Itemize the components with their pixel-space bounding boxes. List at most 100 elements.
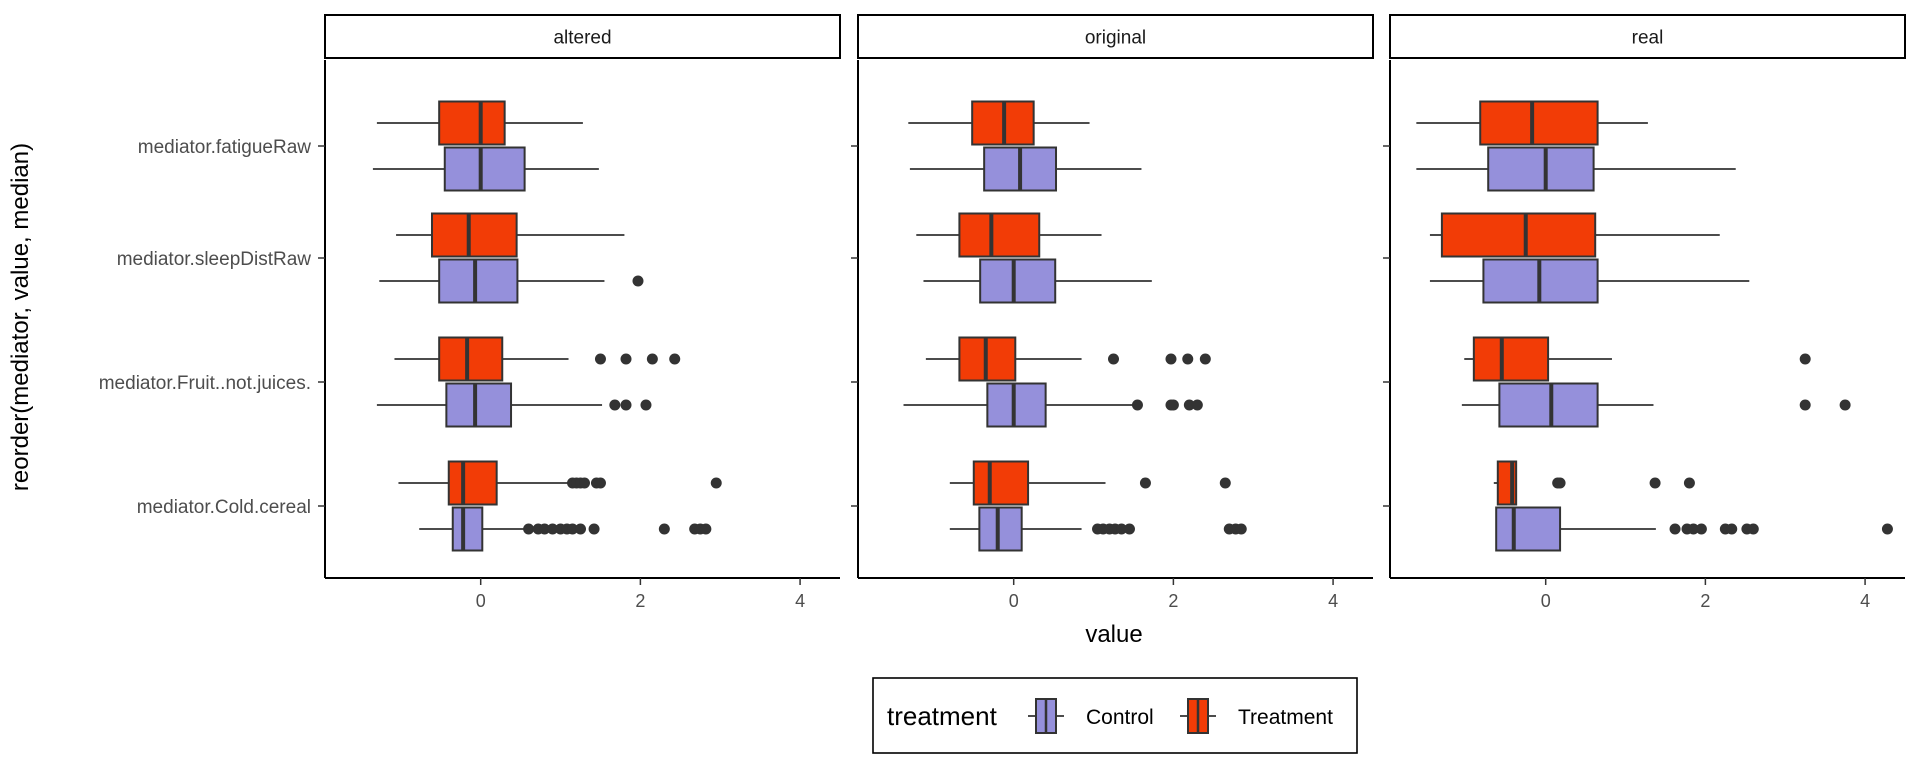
box-treatment-mediator-sleepdistraw xyxy=(1429,212,1720,258)
box-treatment-mediator-cold-cereal xyxy=(398,460,722,506)
box-body xyxy=(1479,100,1599,146)
outlier-point xyxy=(1747,523,1759,535)
box-body xyxy=(445,382,513,428)
box-body xyxy=(451,506,484,552)
outlier-point xyxy=(1695,523,1707,535)
x-tick-label: 0 xyxy=(476,591,486,611)
x-tick-label: 0 xyxy=(1009,591,1019,611)
box-body xyxy=(438,336,504,382)
box-control-mediator-cold-cereal xyxy=(419,506,712,552)
box-body xyxy=(1487,146,1595,192)
y-tick-label: mediator.sleepDistRaw xyxy=(117,249,312,270)
box-body xyxy=(972,460,1030,506)
outlier-point xyxy=(1669,523,1681,535)
legend-label: Treatment xyxy=(1238,706,1333,729)
facet-strip xyxy=(1389,14,1906,59)
outlier-point xyxy=(523,523,535,535)
outlier-point xyxy=(1219,477,1231,489)
outlier-point xyxy=(710,477,722,489)
outlier-point xyxy=(1167,399,1179,411)
outlier-point xyxy=(1191,399,1203,411)
box-control-mediator-fruit-not-juices xyxy=(1461,382,1851,428)
box-treatment-mediator-fruit-not-juices xyxy=(1464,336,1811,382)
box-control-mediator-sleepdistraw xyxy=(923,258,1152,304)
box-body xyxy=(979,258,1057,304)
outlier-point xyxy=(547,523,559,535)
box-body xyxy=(978,506,1023,552)
x-tick-label: 4 xyxy=(1860,591,1870,611)
facet-strip-label: altered xyxy=(553,28,611,49)
box-body xyxy=(1472,336,1550,382)
legend: treatment Control Treatment xyxy=(872,677,1358,754)
outlier-point xyxy=(588,523,600,535)
box-body xyxy=(1440,212,1597,258)
box-treatment-mediator-fruit-not-juices xyxy=(394,336,681,382)
outlier-point xyxy=(594,477,606,489)
outlier-point xyxy=(1554,477,1566,489)
box-treatment-mediator-fatigueraw xyxy=(1416,100,1648,146)
outlier-point xyxy=(1799,353,1811,365)
outlier-point xyxy=(1881,523,1893,535)
outlier-point xyxy=(646,353,658,365)
outlier-point xyxy=(1183,399,1195,411)
outlier-point xyxy=(567,523,579,535)
x-tick-label: 2 xyxy=(1700,591,1710,611)
outlier-point xyxy=(640,399,652,411)
box-body xyxy=(986,382,1047,428)
y-tick-label: mediator.Fruit..not.juices. xyxy=(99,373,311,394)
outlier-point xyxy=(658,523,670,535)
box-body xyxy=(438,100,506,146)
outlier-point xyxy=(620,353,632,365)
legend-key-treatment: Treatment xyxy=(1180,698,1333,734)
x-tick-label: 4 xyxy=(795,591,805,611)
x-tick-label: 0 xyxy=(1541,591,1551,611)
outlier-point xyxy=(1839,399,1851,411)
outlier-point xyxy=(1139,477,1151,489)
outlier-point xyxy=(1108,353,1120,365)
box-control-mediator-sleepdistraw xyxy=(1429,258,1750,304)
facet-panel-original: original 0 2 4 xyxy=(851,14,1374,611)
box-control-mediator-fatigueraw xyxy=(372,146,599,192)
outlier-point xyxy=(1131,399,1143,411)
x-axis-title: value xyxy=(1085,621,1142,648)
box-treatment-mediator-fatigueraw xyxy=(908,100,1090,146)
outlier-point xyxy=(1182,353,1194,365)
box-body xyxy=(1498,382,1599,428)
x-tick-label: 2 xyxy=(1168,591,1178,611)
box-treatment-mediator-fruit-not-juices xyxy=(925,336,1211,382)
facet-strip xyxy=(324,14,841,59)
outlier-point xyxy=(1649,477,1661,489)
box-control-mediator-sleepdistraw xyxy=(379,258,644,304)
x-tick-label: 4 xyxy=(1328,591,1338,611)
outlier-point xyxy=(1726,523,1738,535)
outlier-point xyxy=(578,477,590,489)
outlier-point xyxy=(594,353,606,365)
box-body xyxy=(958,212,1041,258)
outlier-point xyxy=(1683,477,1695,489)
legend-title: treatment xyxy=(887,701,998,731)
outlier-point xyxy=(1799,399,1811,411)
box-treatment-mediator-cold-cereal xyxy=(1493,460,1695,506)
box-control-mediator-fatigueraw xyxy=(1416,146,1736,192)
outlier-point xyxy=(609,399,621,411)
outlier-point xyxy=(632,275,644,287)
box-control-mediator-fruit-not-juices xyxy=(376,382,652,428)
box-treatment-mediator-sleepdistraw xyxy=(396,212,625,258)
y-tick-label: mediator.Cold.cereal xyxy=(137,497,311,518)
y-axis-labels: mediator.fatigueRaw mediator.sleepDistRaw… xyxy=(99,137,312,518)
outlier-point xyxy=(1165,353,1177,365)
legend-label: Control xyxy=(1086,706,1154,729)
box-treatment-mediator-sleepdistraw xyxy=(916,212,1102,258)
facet-panel-real: real 0 2 4 xyxy=(1383,14,1906,611)
outlier-point xyxy=(1115,523,1127,535)
box-body xyxy=(438,258,519,304)
facet-panel-altered: altered 0 2 4 xyxy=(318,14,841,611)
box-body xyxy=(430,212,518,258)
y-axis-title: reorder(mediator, value, median) xyxy=(7,143,34,491)
box-treatment-mediator-cold-cereal xyxy=(949,460,1231,506)
facet-panels: altered 0 2 4 original 0 2 4 real 0 2 4 xyxy=(318,14,1906,611)
outlier-point xyxy=(539,523,551,535)
outlier-point xyxy=(1123,523,1135,535)
box-control-mediator-cold-cereal xyxy=(1495,506,1893,552)
